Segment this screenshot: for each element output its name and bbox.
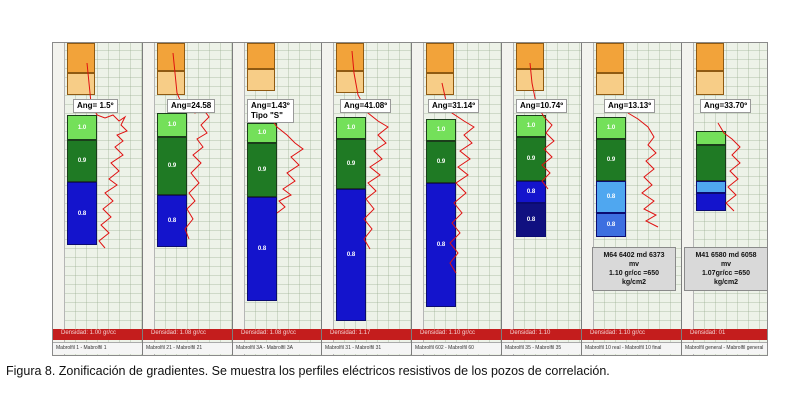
gradient-zone: 1.0 (426, 119, 456, 141)
gradient-zone: 1.0 (516, 115, 546, 137)
formation-block (426, 43, 454, 73)
gradient-zone: 0.8 (157, 195, 187, 247)
formation-block (67, 43, 95, 73)
density-bar: Densidad: 1.10 gr/cc (412, 329, 501, 340)
formation-block (157, 71, 185, 95)
well-panel: 1.0 0.9 0.8 Ang=1.43º Tipo "S" Densidad: … (233, 43, 322, 355)
gradient-zone: 1.0 (336, 117, 366, 139)
resistivity-curve (627, 112, 659, 228)
gradient-zone (696, 145, 726, 181)
gradient-zone: 0.8 (247, 197, 277, 301)
gradient-zone: 0.9 (516, 137, 546, 181)
density-bar: Densidad: 01 (682, 329, 767, 340)
gradient-zone: 0.9 (67, 140, 97, 182)
depth-track (322, 43, 334, 355)
well-name-bar: Mabrolfil 1 - Mabrolfil 1 (53, 342, 142, 354)
gradient-zone: 0.8 (67, 182, 97, 245)
density-bar: Densidad: 1.10 gr/cc (582, 329, 681, 340)
formation-block (247, 69, 275, 91)
resistivity-curve (172, 52, 210, 240)
depth-track (53, 43, 65, 355)
depth-track (143, 43, 155, 355)
well-name-bar: Mabrolfil 31 - Mabrolfil 31 (322, 342, 411, 354)
gradient-zone: 0.8 (516, 181, 546, 203)
gradient-zone: 0.8 (596, 213, 626, 237)
formation-block (696, 43, 724, 71)
angle-label: Ang=10.74º (516, 99, 568, 113)
gradient-zone: 0.8 (596, 181, 626, 213)
formation-block (157, 43, 185, 71)
gradient-zone: 1.0 (67, 115, 97, 140)
well-panel: 1.0 0.9 0.8 Ang= 1.5º Densidad: 1.00 gr/… (53, 43, 143, 355)
formation-block (247, 43, 275, 69)
formation-block (426, 73, 454, 95)
gradient-zone: 0.8 (336, 189, 366, 321)
gradient-zone: 0.8 (516, 203, 546, 237)
formation-block (336, 43, 364, 71)
formation-block (596, 73, 624, 95)
pressure-note: M64 6402 md 6373 mv 1.10 gr/cc =650 kg/c… (592, 247, 676, 291)
pressure-note: M41 6580 md 6058 mv 1.07gr/cc =650 kg/cm… (684, 247, 767, 291)
well-panel: 1.0 0.9 0.8 0.8 Ang=13.13º M64 6402 md 6… (582, 43, 682, 355)
well-log-figure: 1.0 0.9 0.8 Ang= 1.5º Densidad: 1.00 gr/… (52, 42, 768, 356)
gradient-zone (696, 181, 726, 193)
formation-block (516, 43, 544, 69)
depth-track (233, 43, 245, 355)
resistivity-curve (86, 62, 128, 249)
density-bar: Densidad: 1.10 (502, 329, 581, 340)
resistivity-curve (441, 82, 475, 274)
resistivity-curve (351, 50, 389, 250)
angle-label: Ang=33.70º (700, 99, 752, 113)
well-name-bar: Mabrolfil general - Mabrolfil general (682, 342, 767, 354)
angle-label: Ang=1.43º Tipo "S" (247, 99, 294, 123)
depth-track (582, 43, 594, 355)
formation-block (67, 73, 95, 95)
gradient-zone: 0.9 (247, 143, 277, 197)
resistivity-curve (266, 112, 304, 214)
figure-caption: Figura 8. Zonificación de gradientes. Se… (6, 364, 610, 378)
gradient-zone: 0.9 (596, 139, 626, 181)
resistivity-curve (717, 122, 741, 212)
depth-track (502, 43, 514, 355)
gradient-zone: 1.0 (157, 113, 187, 137)
density-bar: Densidad: 1.08 gr/cc (143, 329, 232, 340)
well-name-bar: Mabrolfil 21 - Mabrolfil 21 (143, 342, 232, 354)
density-bar: Densidad: 1.17 (322, 329, 411, 340)
well-panel: 1.0 0.9 0.8 Ang=41.08º Densidad: 1.17 Ma… (322, 43, 412, 355)
gradient-zone: 1.0 (247, 123, 277, 143)
well-panel: Ang=33.70º M41 6580 md 6058 mv 1.07gr/cc… (682, 43, 767, 355)
depth-track (412, 43, 424, 355)
gradient-zone: 0.9 (336, 139, 366, 189)
gradient-zone: 0.9 (426, 141, 456, 183)
angle-label: Ang=41.08º (340, 99, 392, 113)
well-panel: 1.0 0.9 0.8 0.8 Ang=10.74º Densidad: 1.1… (502, 43, 582, 355)
formation-block (696, 71, 724, 95)
angle-label: Ang=31.14º (428, 99, 480, 113)
well-panel: 1.0 0.9 0.8 Ang=31.14º Densidad: 1.10 gr… (412, 43, 502, 355)
angle-label: Ang=13.13º (604, 99, 656, 113)
gradient-zone: 1.0 (596, 117, 626, 139)
well-name-bar: Mabrolfil 3A - Mabrolfil 3A (233, 342, 321, 354)
formation-block (516, 69, 544, 91)
gradient-zone (696, 131, 726, 145)
resistivity-curve (529, 62, 555, 190)
density-bar: Densidad: 1.08 gr/cc (233, 329, 321, 340)
density-bar: Densidad: 1.00 gr/cc (53, 329, 142, 340)
well-name-bar: Mabrolfil 10 real - Mabrolfil 10 final (582, 342, 681, 354)
well-name-bar: Mabrolfil 35 - Mabrolfil 35 (502, 342, 581, 354)
gradient-zone: 0.9 (157, 137, 187, 195)
angle-label: Ang= 1.5º (73, 99, 118, 113)
well-name-bar: Mabrolfil 602 - Mabrolfil 60 (412, 342, 501, 354)
formation-block (596, 43, 624, 73)
gradient-zone (696, 193, 726, 211)
angle-label: Ang=24.58 (167, 99, 216, 113)
well-panel: 1.0 0.9 0.8 Ang=24.58 Densidad: 1.08 gr/… (143, 43, 233, 355)
